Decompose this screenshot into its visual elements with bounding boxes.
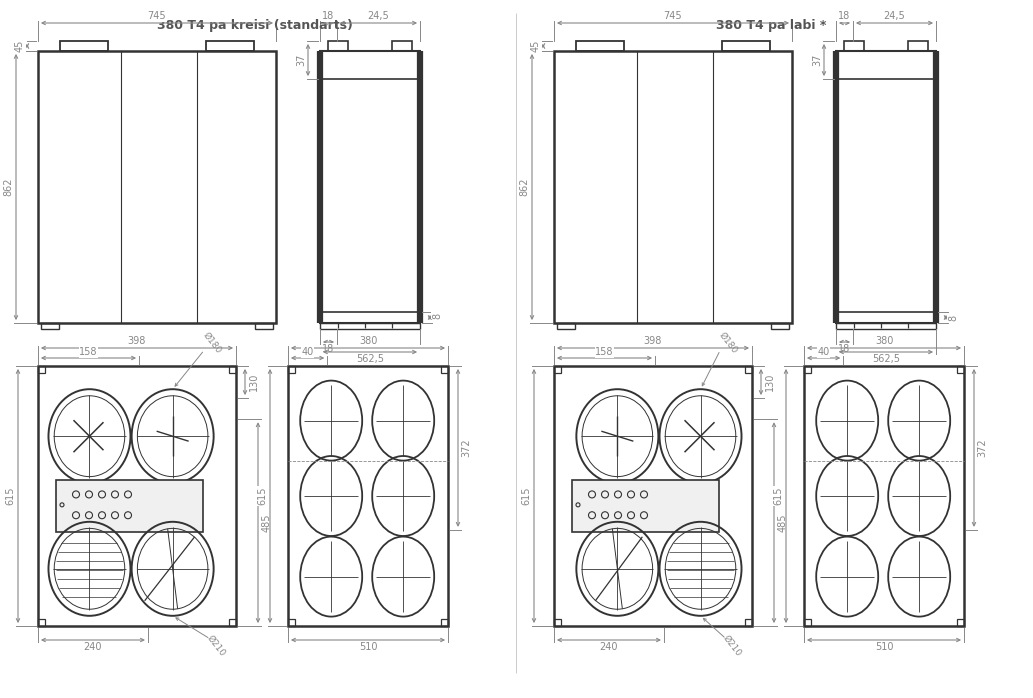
Bar — [554, 619, 561, 626]
Bar — [804, 366, 964, 626]
Bar — [957, 619, 964, 626]
Text: 240: 240 — [600, 642, 618, 652]
Bar — [288, 619, 295, 626]
Text: 562,5: 562,5 — [356, 354, 384, 364]
Bar — [576, 41, 624, 51]
Bar — [255, 323, 273, 329]
Text: 8: 8 — [432, 313, 442, 318]
Text: 45: 45 — [531, 40, 541, 52]
Bar — [229, 619, 236, 626]
Bar — [771, 323, 789, 329]
Bar — [441, 366, 448, 373]
Text: 40: 40 — [302, 347, 314, 357]
Text: 130: 130 — [765, 373, 775, 391]
Text: 130: 130 — [249, 373, 259, 391]
Bar — [804, 619, 811, 626]
Text: 158: 158 — [595, 347, 614, 357]
Bar — [38, 51, 276, 323]
Bar — [328, 41, 348, 51]
Text: 40: 40 — [817, 347, 829, 357]
Text: 485: 485 — [262, 514, 272, 532]
Text: 615: 615 — [773, 487, 783, 505]
Bar — [557, 323, 575, 329]
Bar — [392, 41, 412, 51]
Text: 18: 18 — [322, 344, 334, 354]
Bar — [554, 366, 752, 626]
Bar — [288, 366, 295, 373]
Bar — [745, 619, 752, 626]
Bar — [836, 323, 936, 329]
Text: 862: 862 — [3, 178, 13, 196]
Text: 267: 267 — [262, 513, 272, 532]
Text: 24,5: 24,5 — [883, 11, 905, 21]
Text: Ø180: Ø180 — [201, 331, 223, 355]
Text: 372: 372 — [461, 438, 471, 457]
Bar — [844, 41, 864, 51]
Bar — [572, 480, 719, 533]
Text: 485: 485 — [778, 514, 788, 532]
Text: 45: 45 — [15, 40, 25, 52]
Bar — [38, 619, 45, 626]
Bar — [38, 366, 45, 373]
Bar — [908, 41, 928, 51]
Bar — [554, 51, 792, 323]
Bar — [38, 366, 236, 626]
Text: 562,5: 562,5 — [872, 354, 900, 364]
Text: 398: 398 — [644, 336, 662, 346]
Text: 37: 37 — [296, 54, 306, 66]
Bar — [320, 51, 420, 323]
Text: 745: 745 — [663, 11, 683, 21]
Bar — [60, 41, 108, 51]
Bar — [41, 323, 59, 329]
Text: 615: 615 — [257, 487, 267, 505]
Bar — [320, 323, 420, 329]
Bar — [554, 366, 561, 373]
Text: 24,5: 24,5 — [368, 11, 389, 21]
Bar — [56, 480, 202, 533]
Bar — [288, 366, 448, 626]
Bar — [229, 366, 236, 373]
Bar — [722, 41, 770, 51]
Text: 380: 380 — [875, 336, 894, 346]
Text: Ø210: Ø210 — [721, 634, 743, 658]
Text: 18: 18 — [322, 11, 334, 21]
Text: 510: 510 — [875, 642, 894, 652]
Text: 380 T4 pa labi *: 380 T4 pa labi * — [716, 20, 826, 33]
Text: 380 T4 pa kreisi (standarts): 380 T4 pa kreisi (standarts) — [157, 20, 353, 33]
Text: 158: 158 — [80, 347, 98, 357]
Text: 8: 8 — [948, 314, 958, 320]
Text: 240: 240 — [84, 642, 102, 652]
Bar — [836, 51, 936, 323]
Text: 18: 18 — [838, 344, 850, 354]
Bar — [745, 366, 752, 373]
Text: 398: 398 — [128, 336, 147, 346]
Text: Ø180: Ø180 — [717, 331, 740, 355]
Text: 380: 380 — [358, 336, 377, 346]
Bar — [206, 41, 254, 51]
Text: 18: 18 — [838, 11, 850, 21]
Text: 862: 862 — [519, 178, 529, 196]
Text: 615: 615 — [5, 487, 15, 505]
Bar — [957, 366, 964, 373]
Text: Ø210: Ø210 — [206, 634, 227, 658]
Text: 37: 37 — [812, 54, 822, 66]
Text: 745: 745 — [148, 11, 166, 21]
Bar — [441, 619, 448, 626]
Text: 510: 510 — [358, 642, 377, 652]
Text: 615: 615 — [521, 487, 531, 505]
Bar — [804, 366, 811, 373]
Text: 372: 372 — [977, 438, 987, 457]
